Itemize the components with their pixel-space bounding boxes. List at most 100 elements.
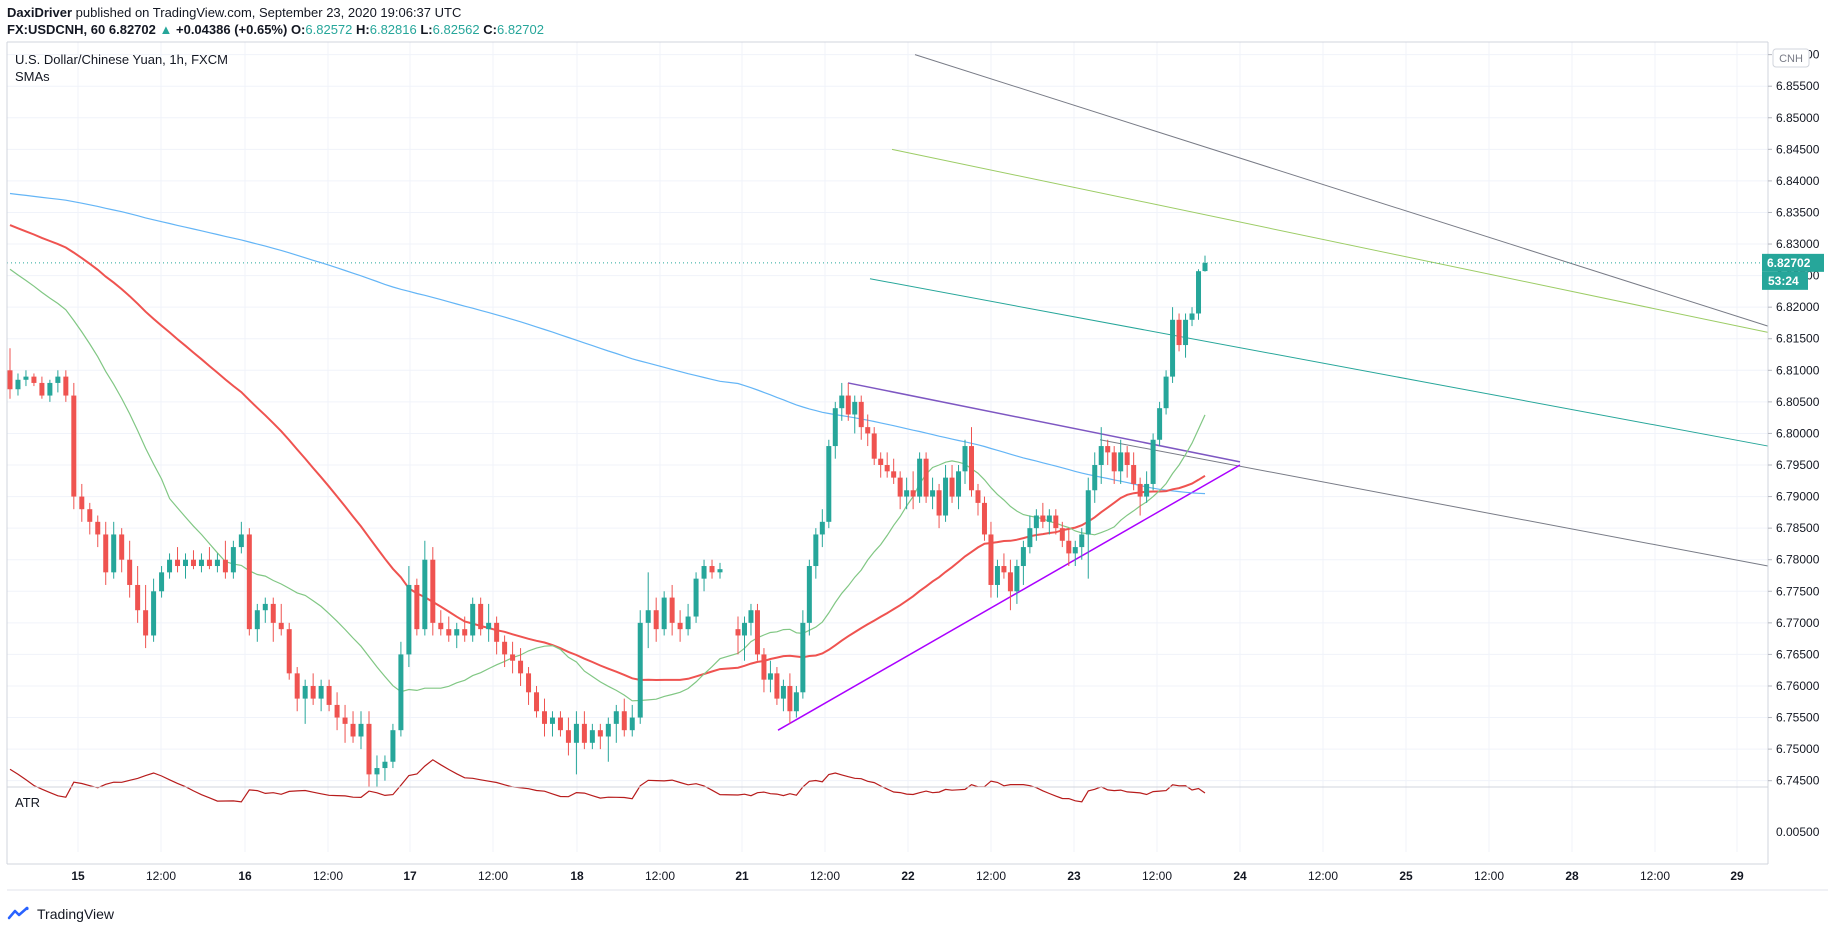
open-label: O: <box>290 22 306 37</box>
y-tick-label: 6.83500 <box>1776 205 1820 219</box>
candle-body <box>526 673 532 693</box>
countdown-badge-text: 53:24 <box>1768 274 1799 288</box>
trend-drawings <box>7 54 1769 731</box>
last-price-badge-text: 6.82702 <box>1767 256 1811 270</box>
candle-body <box>969 446 974 491</box>
y-tick-label: 6.85000 <box>1776 111 1820 125</box>
candle-body <box>549 717 555 724</box>
candle-body <box>159 572 165 592</box>
candle-body <box>1150 439 1156 484</box>
candle-body <box>1007 572 1013 592</box>
candle-body <box>741 622 747 636</box>
y-tick-label: 6.83000 <box>1776 237 1820 251</box>
candle-body <box>949 477 955 497</box>
candle-body <box>819 521 825 535</box>
candle-body <box>222 559 228 573</box>
x-tick-label: 12:00 <box>1142 869 1172 883</box>
candle-body <box>198 559 204 567</box>
candle-body <box>510 654 516 661</box>
candle-body <box>143 610 149 636</box>
candle-body <box>486 622 492 630</box>
candle-body <box>845 395 851 415</box>
candle-body <box>832 408 838 447</box>
legend-indicator[interactable]: SMAs <box>15 69 50 84</box>
currency-badge-text: CNH <box>1779 53 1803 65</box>
candle-body <box>1183 319 1189 346</box>
candle-body <box>653 610 659 630</box>
candle-body <box>800 622 806 693</box>
candle-body <box>206 559 212 567</box>
candle-body <box>693 578 699 617</box>
publish-info: published on TradingView.com, September … <box>75 5 462 20</box>
atr-label[interactable]: ATR <box>15 795 40 810</box>
candle-body <box>897 477 903 497</box>
price-change: +0.04386 (+0.65%) <box>176 22 288 37</box>
candle-body <box>1163 376 1169 409</box>
author-name[interactable]: DaxiDriver <box>7 5 73 20</box>
candle-body <box>761 654 767 680</box>
last-price: 6.82702 <box>108 22 156 37</box>
candle-body <box>15 379 21 390</box>
candle-body <box>190 559 196 567</box>
candle-body <box>930 490 936 497</box>
candle-body <box>238 534 244 548</box>
candle-body <box>754 610 760 655</box>
candle-body <box>994 566 1000 585</box>
candle-body <box>884 465 890 472</box>
high-label: H: <box>356 22 370 37</box>
open-value: 6.82572 <box>305 22 353 37</box>
candle-body <box>454 629 460 636</box>
candle-body <box>813 534 819 567</box>
candle-body <box>1033 515 1039 529</box>
symbol-line: FX:USDCNH, 60 6.82702 ▲ +0.04386 (+0.65%… <box>7 22 544 37</box>
candle-body <box>1170 319 1176 377</box>
candle-body <box>63 376 69 396</box>
candle-body <box>645 610 651 623</box>
candle-body <box>310 685 316 699</box>
publish-line: DaxiDriver published on TradingView.com,… <box>7 5 461 20</box>
candle-body <box>1014 566 1020 592</box>
candle-body <box>891 471 897 478</box>
candle-body <box>382 761 388 769</box>
candle-body <box>534 692 540 712</box>
candle-body <box>701 566 707 579</box>
candle-body <box>127 559 133 585</box>
candle-body <box>318 685 324 699</box>
candle-body <box>438 622 444 630</box>
tradingview-logo-icon <box>7 906 29 920</box>
symbol[interactable]: FX:USDCNH, 60 <box>7 22 106 37</box>
y-tick-label: 6.80000 <box>1776 426 1820 440</box>
candle-body <box>270 603 276 623</box>
candle-body <box>597 730 603 737</box>
footer-brand[interactable]: TradingView <box>7 903 114 925</box>
close-label: C: <box>483 22 497 37</box>
candle-body <box>767 673 773 680</box>
candle-body <box>518 660 524 674</box>
candle-body <box>774 673 780 699</box>
candle-body <box>956 471 962 497</box>
chart-header: DaxiDriver published on TradingView.com,… <box>0 0 1828 42</box>
candle-body <box>709 566 715 573</box>
candle-body <box>470 603 476 636</box>
x-tick-label: 15 <box>71 869 85 883</box>
candle-body <box>7 370 13 390</box>
price-axis[interactable]: 6.74500 6.75000 6.75500 6.76000 6.76500 6.770… <box>1768 48 1820 839</box>
pane-frame <box>6 41 1828 891</box>
candle-body <box>1118 452 1124 472</box>
y-tick-label: 6.81000 <box>1776 363 1820 377</box>
y-tick-label: 6.78500 <box>1776 521 1820 535</box>
candle-body <box>1072 547 1078 554</box>
candle-body <box>175 559 181 567</box>
candle-body <box>573 723 579 743</box>
candle-body <box>278 622 284 630</box>
candle-body <box>541 711 547 724</box>
y-tick-label: 6.82000 <box>1776 300 1820 314</box>
currency-badge[interactable]: CNH <box>1772 48 1810 68</box>
candle-body <box>621 711 627 731</box>
candle-body <box>943 477 949 516</box>
time-axis[interactable]: 15 12:00 16 12:00 17 12:00 18 12:00 21 12:00 22 12:… <box>71 869 1744 883</box>
candle-body <box>87 509 93 522</box>
candle-body <box>286 629 292 674</box>
x-tick-label: 12:00 <box>645 869 675 883</box>
